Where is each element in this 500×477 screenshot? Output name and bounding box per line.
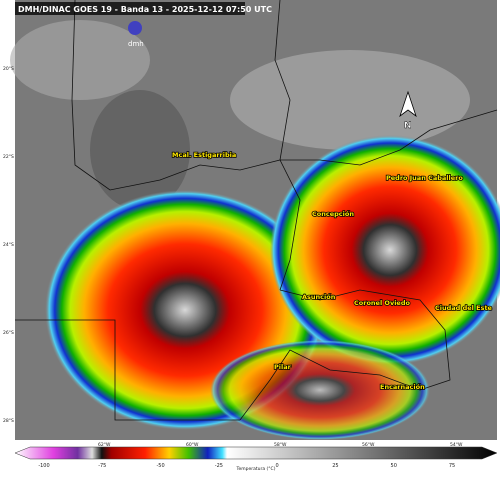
border (15, 319, 240, 421)
logo-text: dmh (128, 40, 144, 48)
colorbar-tick: -100 (38, 463, 49, 469)
colorbar-tick: 0 (276, 463, 279, 469)
border (71, 0, 301, 291)
colorbar-tick: 75 (449, 463, 455, 469)
city-label: Mcal. Estigarribia (172, 151, 236, 159)
latitude-label: 20°S (3, 66, 14, 72)
header-title: DMH/DINAC GOES 19 - Banda 13 - 2025-12-1… (18, 5, 272, 14)
latitude-label: 28°S (3, 418, 14, 424)
colorbar-tick: -75 (98, 463, 106, 469)
city-label: Ciudad del Este (435, 304, 493, 312)
city-label: Concepción (312, 210, 354, 218)
header-bg (15, 2, 245, 15)
city-label: Coronel Oviedo (354, 299, 410, 307)
latitude-label: 26°S (3, 330, 14, 336)
colorbar-tick: 25 (332, 463, 338, 469)
city-label: Pedro Juan Caballero (386, 174, 463, 182)
labels: Mcal. Estigarribia Pedro Juan Caballero Co… (3, 66, 493, 469)
clear-area (90, 90, 190, 210)
border (239, 289, 451, 421)
storm-system (210, 340, 430, 440)
svg-text:N: N (404, 121, 412, 131)
colorbar-tick: -25 (215, 463, 223, 469)
logo-icon (128, 21, 142, 35)
latitude-label: 22°S (3, 154, 14, 160)
colorbar-tick: -50 (156, 463, 164, 469)
colorbar-label: Temperatura (°C) (236, 466, 276, 472)
city-label: Encarnación (380, 383, 425, 391)
latitude-label: 24°S (3, 242, 14, 248)
longitude-label: 58°W (274, 442, 287, 448)
longitude-label: 60°W (186, 442, 199, 448)
longitude-label: 62°W (98, 442, 111, 448)
city-label: Asunción (302, 293, 336, 301)
city-label: Pilar (274, 363, 292, 371)
colorbar (14, 446, 498, 460)
cloud (10, 20, 150, 100)
storm-system (270, 135, 500, 365)
border (274, 0, 498, 166)
colorbar-tick: 50 (391, 463, 397, 469)
longitude-label: 54°W (450, 442, 463, 448)
cloud (230, 50, 470, 150)
north-arrow: N (399, 90, 417, 131)
longitude-label: 56°W (362, 442, 375, 448)
